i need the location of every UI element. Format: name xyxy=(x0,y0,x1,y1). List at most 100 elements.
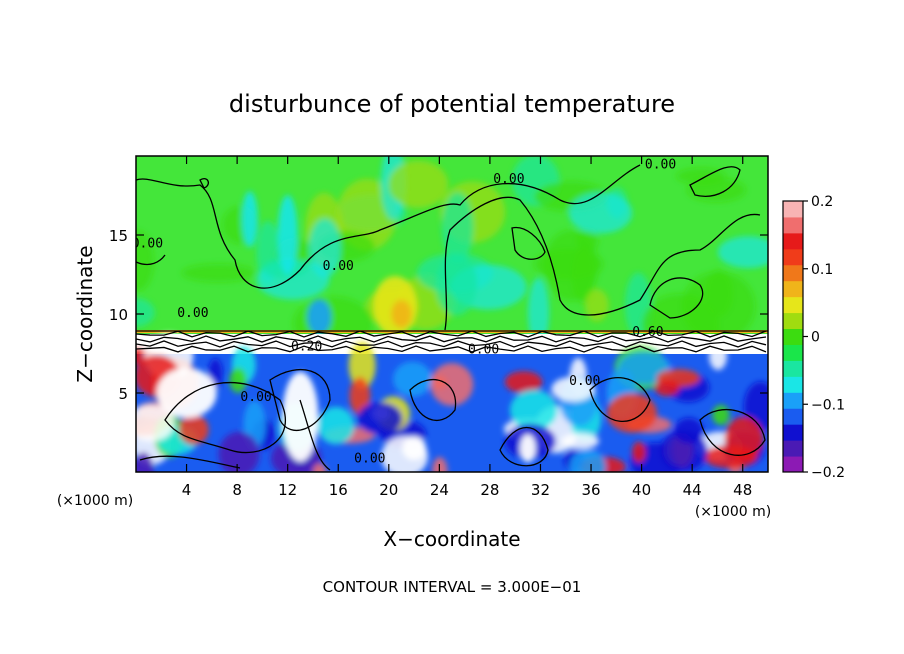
colorbar-tick-label: 0.1 xyxy=(811,262,833,278)
x-tick-label: 44 xyxy=(683,481,702,499)
field-patch xyxy=(393,361,432,397)
field-patch xyxy=(724,416,764,461)
contour-lines xyxy=(136,164,768,471)
contour-labels: 0.00 0.00 0.00 0.00 0.00 0.60 0.20 0.00 0.00 0.00… xyxy=(132,158,676,467)
field-patch xyxy=(136,404,175,442)
x-tick-label: 48 xyxy=(733,481,752,499)
upper-layer-field xyxy=(136,156,768,356)
contour-line xyxy=(269,369,331,431)
colorbar-swatch xyxy=(783,232,803,250)
colorbar-tick-label: 0.2 xyxy=(811,194,833,210)
colorbar-swatch xyxy=(783,392,803,409)
field-patch xyxy=(388,160,449,208)
colorbar-swatch xyxy=(783,456,803,473)
contour-line xyxy=(649,277,704,319)
field-patch xyxy=(229,367,247,393)
contour-line xyxy=(199,178,209,189)
x-unit-label-right: (×1000 m) xyxy=(695,504,771,520)
field-patch xyxy=(569,449,606,472)
field-patch xyxy=(402,436,427,461)
x-tick-label: 24 xyxy=(430,481,449,499)
colorbar-swatch xyxy=(783,201,803,218)
contour-line xyxy=(699,409,766,456)
field-patch xyxy=(348,341,376,389)
field-patch xyxy=(519,434,536,463)
contour-line xyxy=(589,377,651,423)
contour-interval-note: CONTOUR INTERVAL = 3.000E−01 xyxy=(323,578,582,596)
field-patch xyxy=(717,236,768,269)
contour-label: 0.00 xyxy=(354,452,385,467)
contour-label: 0.00 xyxy=(645,158,676,173)
contour-label: 0.20 xyxy=(291,339,322,354)
colorbar-swatch xyxy=(783,248,803,266)
colorbar-swatch xyxy=(783,312,803,330)
x-tick-label: 20 xyxy=(379,481,398,499)
contour-line xyxy=(139,455,241,469)
y-tick-label: 15 xyxy=(109,227,128,245)
field-patch xyxy=(312,463,327,472)
y-axis-label: Z−coordinate xyxy=(73,245,97,382)
contour-label: 0.00 xyxy=(240,390,271,405)
colorbar-swatch xyxy=(783,360,803,377)
field-patch xyxy=(178,414,209,445)
field-patch xyxy=(349,377,371,415)
colorbar-swatch xyxy=(783,440,803,457)
colorbar-swatch xyxy=(783,280,803,298)
x-tick-label: 40 xyxy=(632,481,651,499)
field-patch xyxy=(277,195,298,275)
contour-label: 0.00 xyxy=(177,306,208,321)
y-tick-label: 5 xyxy=(118,385,128,403)
field-patch xyxy=(136,298,155,327)
chart-title: disturbunce of potential temperature xyxy=(229,90,675,118)
lower-layer-field xyxy=(136,332,768,472)
x-unit-label-left: (×1000 m) xyxy=(57,493,133,509)
colorbar-swatch xyxy=(783,344,803,361)
field-patch xyxy=(156,368,217,418)
field-patch xyxy=(218,431,260,472)
colorbar-swatch xyxy=(783,376,803,393)
colorbar: 0.2 0.1 0 −0.1 −0.2 xyxy=(782,194,845,481)
field-patch xyxy=(136,230,154,292)
contour-line xyxy=(299,399,331,471)
field-patch xyxy=(357,402,403,435)
contour-label: 0.00 xyxy=(569,374,600,389)
x-tick-label: 8 xyxy=(232,481,242,499)
contour-line xyxy=(136,254,166,266)
colorbar-swatch xyxy=(783,328,803,345)
contour-line xyxy=(499,426,549,467)
field-patch xyxy=(712,404,730,426)
field-patch xyxy=(391,300,412,328)
field-patch xyxy=(441,192,474,263)
contour-line xyxy=(136,335,767,343)
colorbar-tick-label: −0.1 xyxy=(811,397,845,413)
field-patch xyxy=(241,191,258,248)
colorbar-swatch xyxy=(783,296,803,314)
contour-line xyxy=(689,166,741,197)
field-patch xyxy=(308,218,341,278)
field-patch xyxy=(509,389,558,431)
field-patch xyxy=(568,192,633,234)
field-patch xyxy=(576,229,599,253)
x-axis: 4 8 12 16 20 24 28 32 36 40 44 48 xyxy=(182,156,752,499)
x-tick-label: 16 xyxy=(329,481,348,499)
contour-line xyxy=(511,226,546,260)
field-patch xyxy=(551,376,595,402)
colorbar-tick-label: 0 xyxy=(811,330,820,346)
colorbar-swatch xyxy=(783,264,803,282)
x-tick-label: 12 xyxy=(278,481,297,499)
field-patch xyxy=(606,393,658,433)
field-patch xyxy=(430,362,474,406)
colorbar-swatch xyxy=(783,424,803,441)
colorbar-swatch xyxy=(783,408,803,425)
field-patch xyxy=(317,406,355,445)
field-patch xyxy=(560,433,600,450)
x-tick-label: 28 xyxy=(480,481,499,499)
contour-label: 0.00 xyxy=(132,237,163,252)
contour-label: 0.60 xyxy=(632,325,663,340)
contour-label: 0.00 xyxy=(493,172,524,187)
x-tick-label: 4 xyxy=(182,481,192,499)
x-axis-label: X−coordinate xyxy=(383,527,520,551)
y-tick-label: 10 xyxy=(109,306,128,324)
x-tick-label: 36 xyxy=(581,481,600,499)
